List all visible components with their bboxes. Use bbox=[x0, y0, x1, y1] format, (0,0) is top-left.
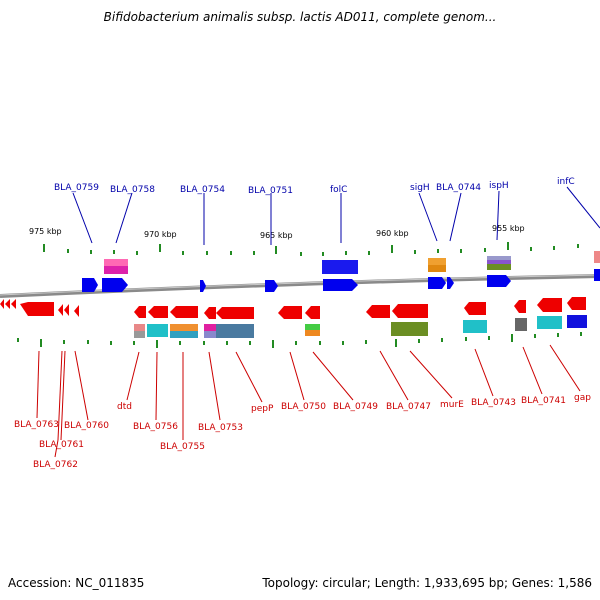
gene-label-isph[interactable]: ispH bbox=[489, 181, 509, 191]
reverse-feature-blocks bbox=[134, 315, 587, 338]
genome-backbone bbox=[0, 274, 600, 298]
scale-label: 955 kbp bbox=[492, 224, 525, 233]
reverse-gene-arrows[interactable] bbox=[0, 297, 586, 319]
gene-label-bla-0759[interactable]: BLA_0759 bbox=[54, 183, 99, 193]
gene-label-bla-0753[interactable]: BLA_0753 bbox=[198, 423, 243, 433]
gene-label-bla-0743[interactable]: BLA_0743 bbox=[471, 398, 516, 408]
gene-label-dtd[interactable]: dtd bbox=[117, 402, 132, 412]
scale-label: 975 kbp bbox=[29, 227, 62, 236]
map-title: Bifidobacterium animalis subsp. lactis A… bbox=[103, 10, 497, 24]
gene-label-bla-0754[interactable]: BLA_0754 bbox=[180, 185, 225, 195]
gene-label-bla-0760[interactable]: BLA_0760 bbox=[64, 421, 109, 431]
forward-leader-lines bbox=[72, 186, 600, 245]
gene-label-pepp[interactable]: pepP bbox=[251, 404, 274, 414]
reverse-leader-lines bbox=[36, 344, 581, 458]
gene-label-bla-0744[interactable]: BLA_0744 bbox=[436, 183, 481, 193]
gene-label-bla-0747[interactable]: BLA_0747 bbox=[386, 402, 431, 412]
gene-label-gap[interactable]: gap bbox=[574, 393, 591, 403]
gene-label-folc[interactable]: folC bbox=[330, 185, 347, 195]
gene-label-infc[interactable]: infC bbox=[557, 177, 575, 187]
forward-gene-arrows[interactable] bbox=[82, 269, 600, 292]
accession-text: Accession: NC_011835 bbox=[8, 576, 145, 590]
gene-label-bla-0762[interactable]: BLA_0762 bbox=[33, 460, 78, 470]
gene-label-bla-0761[interactable]: BLA_0761 bbox=[39, 440, 84, 450]
gene-label-bla-0763[interactable]: BLA_0763 bbox=[14, 420, 59, 430]
scale-ticks-top bbox=[43, 242, 579, 256]
gene-label-bla-0741[interactable]: BLA_0741 bbox=[521, 396, 566, 406]
gene-label-bla-0751[interactable]: BLA_0751 bbox=[248, 186, 293, 196]
gene-label-bla-0756[interactable]: BLA_0756 bbox=[133, 422, 178, 432]
scale-label: 965 kbp bbox=[260, 231, 293, 240]
gene-label-mure[interactable]: murE bbox=[440, 400, 464, 410]
scale-ticks-bottom bbox=[17, 332, 582, 348]
gene-label-sigh[interactable]: sigH bbox=[410, 183, 430, 193]
gene-label-bla-0749[interactable]: BLA_0749 bbox=[333, 402, 378, 412]
gene-label-bla-0758[interactable]: BLA_0758 bbox=[110, 185, 155, 195]
genome-summary-text: Topology: circular; Length: 1,933,695 bp… bbox=[262, 576, 592, 590]
scale-label: 970 kbp bbox=[144, 230, 177, 239]
forward-feature-blocks bbox=[104, 251, 600, 274]
gene-label-bla-0750[interactable]: BLA_0750 bbox=[281, 402, 326, 412]
gene-label-bla-0755[interactable]: BLA_0755 bbox=[160, 442, 205, 452]
scale-label: 960 kbp bbox=[376, 229, 409, 238]
